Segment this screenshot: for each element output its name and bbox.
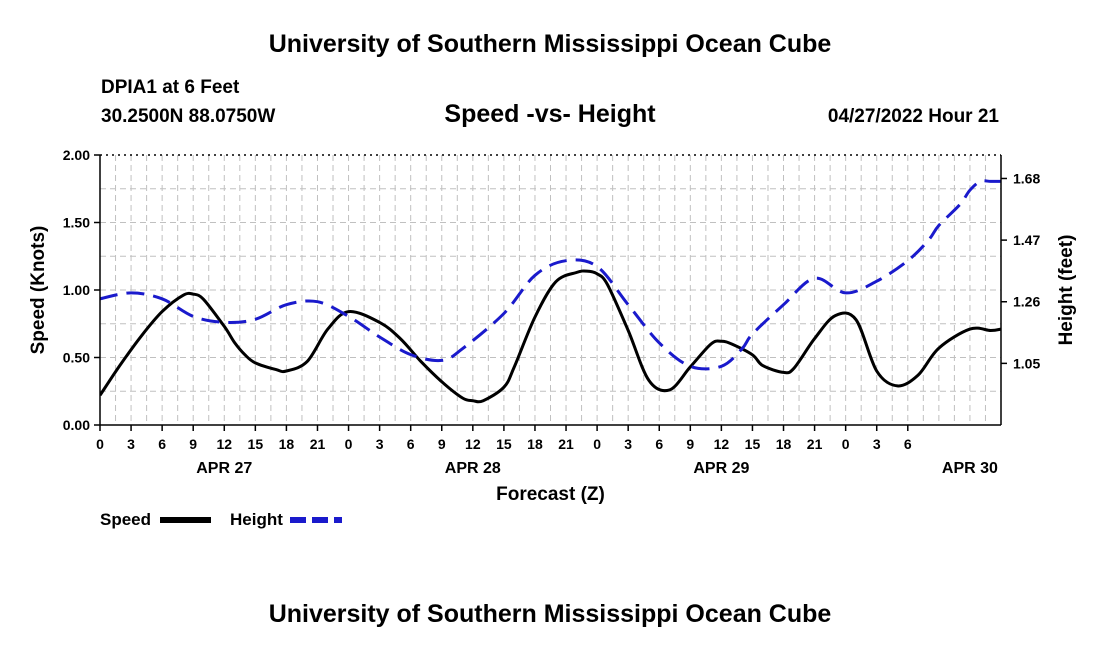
x-axis-tick-label: 12 — [465, 436, 481, 452]
x-axis-tick-label: 6 — [158, 436, 166, 452]
x-axis-day-label: APR 30 — [942, 460, 998, 477]
x-axis-tick-label: 0 — [842, 436, 850, 452]
left-axis-tick-label: 1.50 — [63, 215, 90, 231]
x-axis-day-label: APR 28 — [445, 460, 501, 477]
x-axis-tick-label: 18 — [279, 436, 295, 452]
chart-subtitle: Speed -vs- Height — [444, 100, 656, 128]
x-axis-tick-label: 18 — [776, 436, 792, 452]
x-axis-tick-label: 12 — [216, 436, 232, 452]
height-series-line — [100, 179, 1001, 371]
x-axis-tick-label: 3 — [376, 436, 384, 452]
x-axis-tick-label: 21 — [558, 436, 574, 452]
right-axis-tick-label: 1.05 — [1013, 355, 1040, 371]
right-axis-title: Height (feet) — [1056, 235, 1077, 346]
x-axis-tick-label: 9 — [686, 436, 694, 452]
forecast-datetime: 04/27/2022 Hour 21 — [827, 106, 999, 127]
x-axis-day-label: APR 27 — [196, 460, 252, 477]
left-axis-tick-label: 0.50 — [63, 350, 90, 366]
x-axis-day-label: APR 29 — [693, 460, 749, 477]
series-layer — [100, 179, 1001, 404]
x-axis-tick-label: 0 — [96, 436, 104, 452]
x-axis-tick-label: 6 — [655, 436, 663, 452]
right-axis-tick-label: 1.26 — [1013, 294, 1040, 310]
footer-title: University of Southern Mississippi Ocean… — [268, 600, 832, 628]
left-axis-tick-label: 1.00 — [63, 282, 90, 298]
x-axis-tick-label: 6 — [904, 436, 912, 452]
axes: 0.00 0.50 1.00 1.50 2.00 1.05 1.26 1.47 1.68 0 3 6 9… — [28, 147, 1077, 505]
coordinates-label: 30.2500N 88.0750W — [101, 106, 276, 127]
x-axis-tick-label: 15 — [496, 436, 512, 452]
left-axis-title: Speed (Knots) — [28, 226, 49, 355]
x-axis-tick-label: 15 — [745, 436, 761, 452]
x-axis-tick-label: 9 — [438, 436, 446, 452]
station-label: DPIA1 at 6 Feet — [101, 77, 240, 98]
left-axis-tick-label: 2.00 — [63, 147, 90, 163]
x-axis-tick-label: 21 — [310, 436, 326, 452]
speed-series-line — [100, 269, 1001, 404]
x-axis-tick-label: 15 — [248, 436, 264, 452]
x-axis-tick-label: 9 — [189, 436, 197, 452]
x-axis-tick-label: 6 — [407, 436, 415, 452]
x-axis-tick-label: 12 — [714, 436, 730, 452]
right-axis-tick-label: 1.68 — [1013, 170, 1040, 186]
legend-height-label: Height — [230, 510, 283, 529]
x-axis-tick-label: 0 — [345, 436, 353, 452]
x-axis-tick-label: 18 — [527, 436, 543, 452]
x-axis-tick-label: 3 — [624, 436, 632, 452]
legend-speed-label: Speed — [100, 510, 151, 529]
x-axis-tick-label: 0 — [593, 436, 601, 452]
x-axis-title: Forecast (Z) — [496, 484, 605, 505]
legend: Speed Height — [100, 510, 342, 529]
left-axis-tick-label: 0.00 — [63, 417, 90, 433]
x-axis-tick-label: 3 — [873, 436, 881, 452]
chart-title: University of Southern Mississippi Ocean… — [268, 30, 832, 58]
x-axis-tick-label: 3 — [127, 436, 135, 452]
x-axis-tick-label: 21 — [807, 436, 823, 452]
right-axis-tick-label: 1.47 — [1013, 232, 1040, 248]
